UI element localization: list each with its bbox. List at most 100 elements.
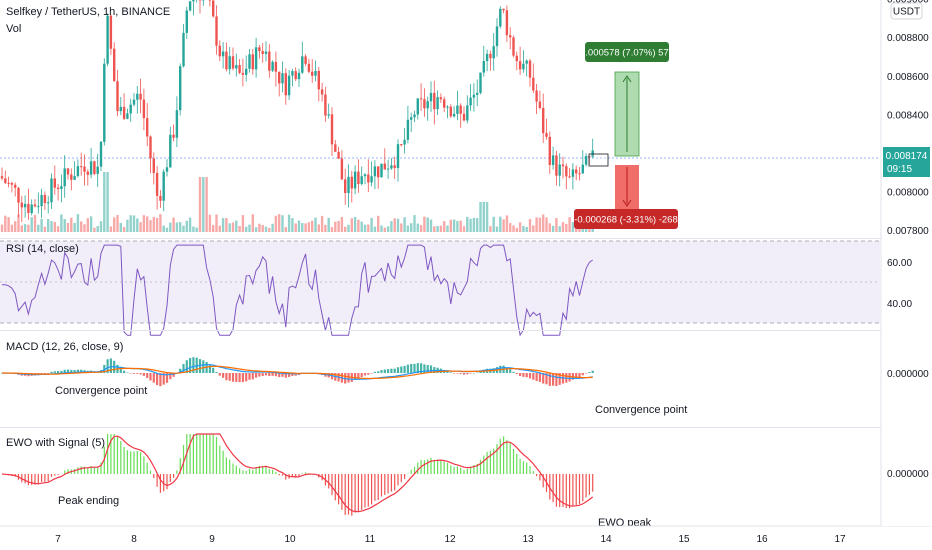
volume-bar [159,214,162,232]
candle-body [122,106,126,119]
volume-bar [251,214,254,232]
volume-bar [353,216,357,232]
volume-bar [10,224,14,232]
candle-body [50,178,53,203]
candle-body [53,178,56,188]
volume-bar [248,224,251,232]
candle-body [258,47,261,52]
volume-bar [439,225,443,232]
candle-body [403,139,406,145]
entry-box[interactable] [588,153,609,167]
volume-bar [119,222,122,232]
macd-annotation-right: Convergence point [595,404,687,416]
volume-bar [56,226,60,232]
volume-bar [66,222,70,232]
x-tick: 17 [834,534,846,545]
volume-bar [482,202,485,232]
candle-body [515,55,518,62]
candle-body [324,94,327,116]
candle-body [225,51,228,70]
chart-title: Selfkey / TetherUS, 1h, BINANCE [6,6,170,18]
candle-body [350,176,353,189]
rsi-panel[interactable]: RSI (14, close) [0,238,932,337]
candle-body [165,167,169,172]
rsi-label: RSI (14, close) [6,243,79,255]
macd-hist-bar [429,365,433,373]
candle-body [281,73,284,84]
volume-bar [456,220,459,232]
volume-bar [7,217,10,232]
candle-body [17,187,20,203]
macd-hist-bar [215,372,218,373]
macd-hist-bar [136,373,139,374]
volume-bar [518,222,522,232]
volume-bar [545,217,548,232]
volume-bar [363,224,367,232]
volume-bar [50,221,53,232]
candle-body [512,37,515,56]
candle-body [479,72,482,93]
macd-hist-bar [103,364,106,373]
long-position-tool[interactable]: 0.000578 (7.07%) 578 -0.000268 (-3.31%) … [574,42,678,229]
candle-body [80,166,83,168]
volume-bar [558,226,561,232]
macd-hist-bar [515,373,518,375]
volume-bar [228,223,231,232]
macd-hist-bar [50,371,53,373]
macd-hist-bar [291,373,294,376]
macd-panel[interactable]: MACD (12, 26, close, 9) Convergence poin… [0,330,932,417]
volume-bar [436,225,439,232]
price-tick: 0.007800 [887,226,929,237]
macd-hist-bar [525,373,528,378]
candle-body [578,173,581,175]
macd-hist-bar [528,373,532,379]
ewo-signal-line [1,433,594,513]
candle-body [551,155,555,165]
macd-hist-bar [370,373,373,374]
volume-bar [532,225,535,232]
volume-bar [0,224,4,232]
candle-body [241,72,245,75]
price-scale[interactable]: 0.0092000.0090000.0088000.0086000.008400… [880,0,932,526]
candle-body [410,117,413,120]
volume-bar [155,217,159,232]
rsi-line [1,244,593,337]
volume-bar [403,217,406,232]
macd-hist-bar [380,370,383,373]
target-arrowhead [622,75,632,83]
candle-body [218,45,221,57]
macd-hist-bar [472,372,475,374]
volume-bar [4,215,7,232]
last-price-badge [883,147,930,177]
macd-hist-bar [420,363,423,373]
macd-hist-bar [76,369,79,373]
macd-hist-bar [261,373,264,376]
candle-body [522,63,525,70]
price-panel[interactable]: Selfkey / TetherUS, 1h, BINANCE Vol [0,0,880,232]
macd-hist-bar [238,373,241,383]
volume-bar [113,217,116,232]
macd-hist-bar [403,365,406,373]
volume-bar [274,215,278,232]
time-axis-bg [0,526,932,550]
currency-badge[interactable] [890,2,923,20]
price-tick: 0.008400 [887,110,929,121]
volume-bar [116,214,119,232]
macd-hist-bar [390,368,393,373]
candle-body [297,72,301,80]
volume-bar [320,215,324,232]
candle-body [400,144,403,146]
volume-bar [27,224,30,232]
volume-bar [472,217,476,232]
macd-hist-bar [360,373,363,378]
ewo-panel[interactable]: EWO with Signal (5) Peak ending EWO peak [0,427,932,530]
price-scale-bg [881,0,932,526]
candle-body [334,144,337,152]
macd-hist-bar [208,364,211,373]
volume-bar [393,218,396,232]
time-axis[interactable]: 7 8 9 10 11 12 13 14 15 16 17 [0,525,932,550]
volume-bar [350,218,353,232]
macd-hist-bar [466,373,469,375]
volume-bar [565,223,568,232]
